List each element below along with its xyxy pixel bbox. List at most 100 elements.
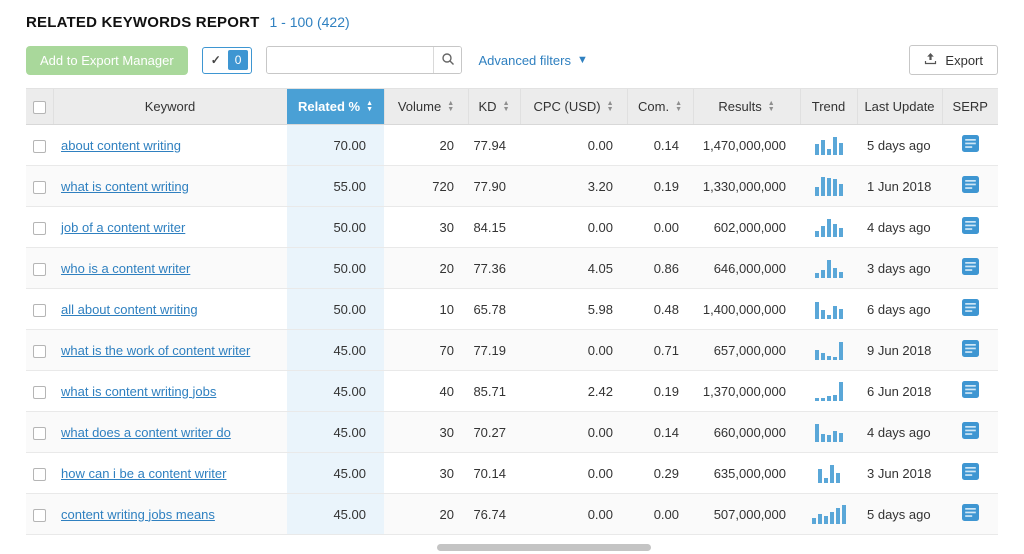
serp-icon[interactable]	[961, 340, 979, 357]
results-cell: 602,000,000	[693, 206, 800, 248]
cpc-cell: 0.00	[520, 329, 627, 371]
com-cell: 0.14	[627, 124, 693, 166]
table-row: about content writing 70.00 20 77.94 0.0…	[26, 124, 998, 166]
column-header-related[interactable]: Related % ▲ ▼	[286, 88, 384, 125]
keyword-link[interactable]: what is content writing	[61, 178, 189, 194]
row-checkbox[interactable]	[33, 344, 46, 358]
row-checkbox[interactable]	[33, 508, 46, 522]
row-checkbox[interactable]	[33, 426, 46, 440]
column-label: Last Update	[864, 99, 935, 114]
volume-cell: 30	[384, 411, 468, 453]
column-header-trend: Trend	[799, 88, 857, 125]
com-cell: 0.00	[627, 493, 693, 535]
related-percent-cell: 45.00	[287, 452, 384, 494]
result-range: 1 - 100 (422)	[269, 14, 350, 30]
com-cell: 0.29	[627, 452, 693, 494]
column-header-volume[interactable]: Volume ▲ ▼	[383, 88, 468, 125]
cpc-cell: 0.00	[520, 452, 627, 494]
trend-sparkline	[800, 135, 857, 155]
table-row: job of a content writer 50.00 30 84.15 0…	[26, 206, 998, 248]
keyword-link[interactable]: job of a content writer	[61, 219, 186, 235]
add-to-export-manager-button[interactable]: Add to Export Manager	[26, 45, 188, 75]
kd-cell: 70.27	[468, 411, 520, 453]
column-label: Com.	[638, 99, 670, 114]
table-row: how can i be a content writer 45.00 30 7…	[26, 452, 998, 494]
sort-icon: ▲ ▼	[502, 100, 510, 113]
row-checkbox[interactable]	[33, 303, 46, 317]
check-icon: ✓	[210, 53, 221, 67]
serp-icon[interactable]	[961, 299, 979, 316]
last-update-cell: 6 days ago	[857, 288, 942, 330]
cpc-cell: 0.00	[520, 493, 627, 535]
column-header-kd[interactable]: KD ▲ ▼	[467, 88, 520, 125]
keyword-link[interactable]: what is content writing jobs	[61, 383, 217, 399]
column-header-serp: SERP	[941, 88, 998, 125]
advanced-filters-link[interactable]: Advanced filters ▼	[478, 53, 587, 68]
volume-cell: 20	[384, 124, 468, 166]
column-header-keyword[interactable]: Keyword	[52, 88, 287, 125]
sort-icon: ▲ ▼	[447, 100, 455, 113]
sort-icon: ▲ ▼	[606, 100, 614, 113]
keyword-link[interactable]: how can i be a content writer	[61, 465, 227, 481]
select-all-checkbox[interactable]	[32, 101, 46, 115]
keyword-link[interactable]: what is the work of content writer	[61, 342, 251, 358]
kd-cell: 85.71	[468, 370, 520, 412]
serp-icon[interactable]	[961, 463, 979, 480]
keyword-link[interactable]: about content writing	[61, 137, 181, 153]
chevron-down-icon: ▼	[576, 53, 588, 66]
volume-cell: 720	[384, 165, 468, 207]
select-all-header[interactable]	[26, 88, 53, 125]
serp-icon[interactable]	[961, 422, 979, 439]
search-button[interactable]	[433, 47, 462, 73]
serp-icon[interactable]	[961, 381, 979, 398]
volume-cell: 20	[384, 247, 468, 289]
row-checkbox[interactable]	[33, 385, 46, 399]
related-percent-cell: 45.00	[287, 411, 384, 453]
column-header-results[interactable]: Results ▲ ▼	[692, 88, 800, 125]
kd-cell: 70.14	[468, 452, 520, 494]
horizontal-scrollbar[interactable]	[437, 544, 651, 551]
com-cell: 0.19	[627, 165, 693, 207]
last-update-cell: 6 Jun 2018	[857, 370, 942, 412]
serp-icon[interactable]	[961, 217, 979, 234]
column-header-cpc[interactable]: CPC (USD) ▲ ▼	[519, 88, 627, 125]
selection-counter[interactable]: ✓ 0	[201, 46, 253, 74]
export-button[interactable]: Export	[909, 45, 998, 75]
serp-icon[interactable]	[961, 176, 979, 193]
last-update-cell: 4 days ago	[857, 206, 942, 248]
sort-icon: ▲ ▼	[366, 100, 374, 113]
keyword-link[interactable]: who is a content writer	[61, 260, 191, 276]
row-checkbox[interactable]	[33, 221, 46, 235]
trend-sparkline	[800, 422, 857, 442]
keyword-link[interactable]: what does a content writer do	[61, 424, 231, 440]
table-row: what is the work of content writer 45.00…	[26, 329, 998, 371]
column-header-com[interactable]: Com. ▲ ▼	[626, 88, 693, 125]
kd-cell: 84.15	[468, 206, 520, 248]
keyword-link[interactable]: content writing jobs means	[61, 506, 215, 522]
results-cell: 507,000,000	[693, 493, 800, 535]
results-cell: 1,330,000,000	[693, 165, 800, 207]
serp-icon[interactable]	[961, 135, 979, 152]
related-percent-cell: 70.00	[287, 124, 384, 166]
row-checkbox[interactable]	[33, 180, 46, 194]
row-checkbox[interactable]	[33, 139, 46, 153]
trend-sparkline	[800, 176, 857, 196]
keyword-link[interactable]: all about content writing	[61, 301, 198, 317]
sort-icon: ▲ ▼	[767, 100, 775, 113]
cpc-cell: 4.05	[520, 247, 627, 289]
serp-icon[interactable]	[961, 504, 979, 521]
row-checkbox[interactable]	[33, 262, 46, 276]
last-update-cell: 5 days ago	[857, 493, 942, 535]
row-checkbox[interactable]	[33, 467, 46, 481]
results-cell: 1,370,000,000	[693, 370, 800, 412]
com-cell: 0.71	[627, 329, 693, 371]
search-input[interactable]	[267, 47, 434, 73]
volume-cell: 30	[384, 452, 468, 494]
column-label: Keyword	[144, 99, 196, 114]
cpc-cell: 0.00	[520, 206, 627, 248]
volume-cell: 40	[384, 370, 468, 412]
related-percent-cell: 45.00	[287, 493, 384, 535]
related-percent-cell: 50.00	[287, 247, 384, 289]
serp-icon[interactable]	[961, 258, 979, 275]
volume-cell: 10	[384, 288, 468, 330]
